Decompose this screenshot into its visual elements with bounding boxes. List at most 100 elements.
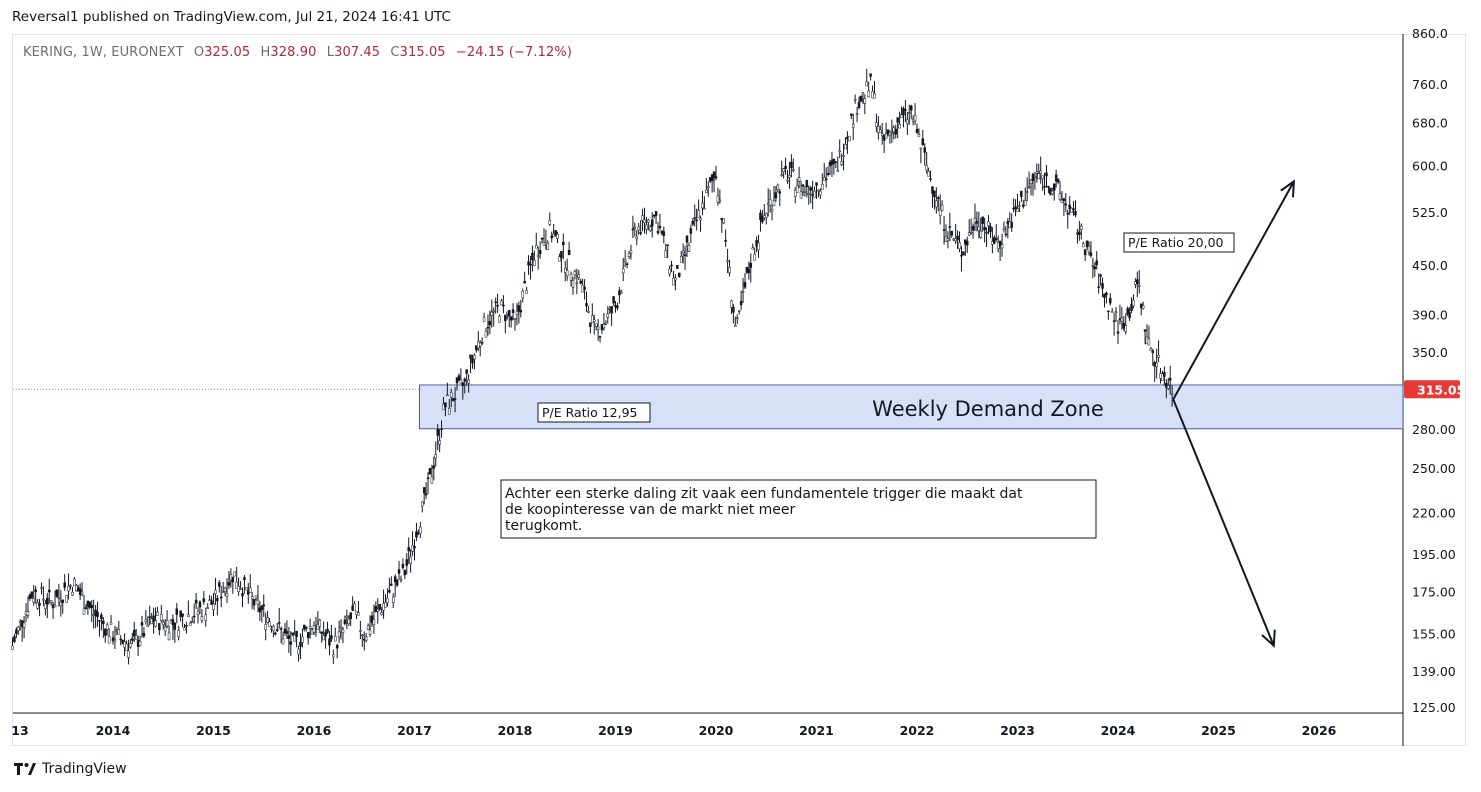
candle-body xyxy=(521,290,524,299)
candle-body xyxy=(705,189,708,194)
candle-body xyxy=(857,101,861,108)
candle-body xyxy=(664,250,667,258)
candle-body xyxy=(1047,185,1050,188)
candle-body xyxy=(301,636,304,643)
y-tick-label: 525.0 xyxy=(1412,205,1448,220)
candle-body xyxy=(1033,176,1037,178)
candle-body xyxy=(792,169,795,171)
candle-body xyxy=(956,235,959,241)
pe-ratio-low-box[interactable] xyxy=(537,402,651,423)
candle-body xyxy=(1070,207,1073,213)
candle-body xyxy=(695,219,698,222)
candle-body xyxy=(946,238,950,242)
candle-body xyxy=(88,601,92,608)
candle-body xyxy=(517,305,521,312)
candle-body xyxy=(268,621,271,627)
candle-body xyxy=(415,531,418,538)
candle-body xyxy=(770,209,774,212)
candle-body xyxy=(531,253,534,261)
candle-body xyxy=(937,197,940,199)
candle-body xyxy=(165,620,169,627)
candle-body xyxy=(942,229,946,231)
candle-body xyxy=(966,240,969,246)
y-tick-label: 860.0 xyxy=(1412,26,1448,41)
candle-body xyxy=(330,635,333,640)
y-tick-label: 350.0 xyxy=(1412,345,1448,360)
candle-body xyxy=(650,219,654,227)
candle-body xyxy=(772,200,776,207)
candle-body xyxy=(1155,362,1158,367)
y-tick-label: 250.00 xyxy=(1412,461,1456,476)
candle-body xyxy=(436,428,439,436)
candle-body xyxy=(844,144,847,150)
candle-body xyxy=(643,219,646,224)
candle-body xyxy=(616,305,619,309)
candle-body xyxy=(504,314,507,322)
candle-body xyxy=(1091,265,1095,267)
candle-body xyxy=(683,254,687,256)
tradingview-logo[interactable]: TradingView xyxy=(14,761,127,777)
candle-body xyxy=(629,250,633,254)
candle-body xyxy=(967,232,971,236)
candle-body xyxy=(1136,279,1139,285)
candle-body xyxy=(102,620,105,625)
candle-body xyxy=(57,597,61,599)
projection-up-arrow[interactable] xyxy=(1172,180,1295,400)
legend-open: 325.05 xyxy=(204,45,251,60)
candle-body xyxy=(753,253,756,261)
pe-ratio-high-box[interactable] xyxy=(1123,232,1235,253)
candle-body xyxy=(1130,304,1133,311)
x-tick-label: 2024 xyxy=(1101,723,1136,738)
candle-body xyxy=(386,598,389,604)
candle-body xyxy=(144,619,148,622)
candle-body xyxy=(842,154,845,157)
candle-body xyxy=(78,588,82,595)
candle-body xyxy=(202,598,206,602)
candle-body xyxy=(359,630,362,632)
candle-body xyxy=(146,624,150,627)
candle-body xyxy=(739,301,743,306)
candle-body xyxy=(285,631,289,634)
candle-body xyxy=(256,599,260,605)
candle-body xyxy=(305,626,308,629)
candle-body xyxy=(749,262,753,268)
legend-high: 328.90 xyxy=(270,45,317,60)
candle-body xyxy=(855,113,859,115)
candle-body xyxy=(813,190,816,198)
projection-down-arrow[interactable] xyxy=(1172,398,1275,647)
note-line: de koopinteresse van de markt niet meer xyxy=(505,502,795,518)
candle-body xyxy=(17,626,20,632)
legend-low: 307.45 xyxy=(334,45,381,60)
candle-body xyxy=(1004,233,1008,236)
candle-body xyxy=(523,280,526,284)
candle-body xyxy=(573,271,577,276)
candle-body xyxy=(316,624,320,630)
candle-body xyxy=(190,621,194,623)
candle-body xyxy=(658,225,662,228)
candle-body xyxy=(583,286,586,290)
candle-body xyxy=(1097,286,1100,288)
candle-body xyxy=(248,587,252,593)
candle-body xyxy=(693,217,696,219)
candle-body xyxy=(55,589,59,597)
candle-body xyxy=(424,493,428,496)
candle-body xyxy=(900,114,903,118)
note-box[interactable] xyxy=(500,479,1097,539)
candle-body xyxy=(904,109,907,111)
candle-body xyxy=(821,183,824,190)
candle-body xyxy=(703,207,706,210)
candle-body xyxy=(765,213,768,218)
candle-body xyxy=(679,256,683,263)
candle-body xyxy=(426,477,430,480)
candle-body xyxy=(490,311,494,316)
candle-body xyxy=(1167,385,1170,389)
candle-body xyxy=(602,323,606,329)
candle-body xyxy=(233,571,237,577)
candle-body xyxy=(430,476,434,484)
candle-body xyxy=(380,612,383,616)
candle-body xyxy=(909,105,913,111)
candle-body xyxy=(687,245,691,252)
candle-body xyxy=(778,191,782,194)
candle-body xyxy=(567,250,571,256)
